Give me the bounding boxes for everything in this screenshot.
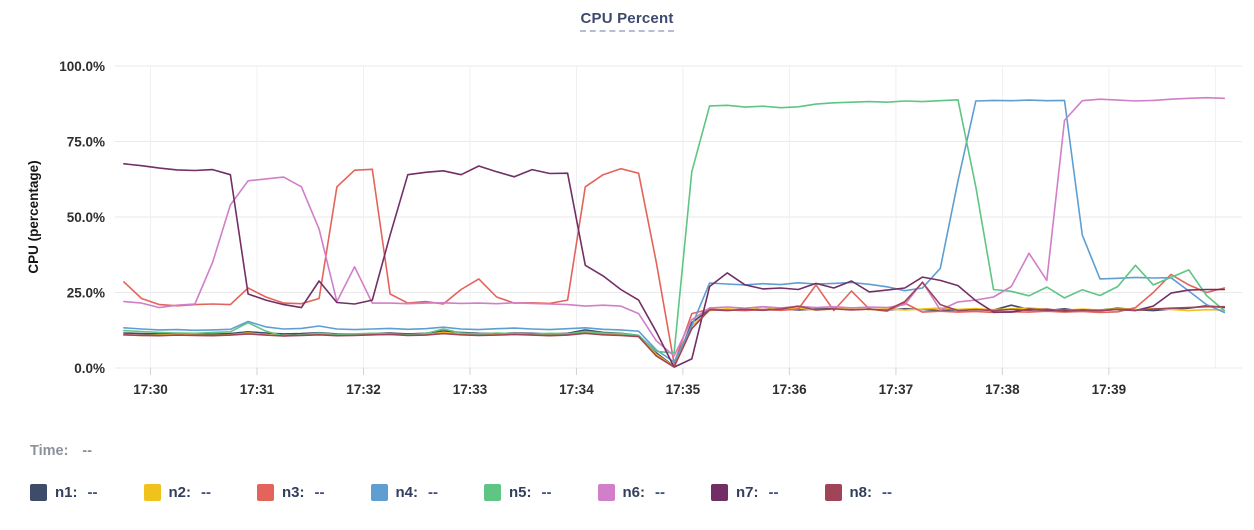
x-tick-label: 17:32 (346, 382, 381, 397)
legend-item-n1[interactable]: n1: -- (30, 484, 98, 501)
legend-value-n2: -- (201, 484, 211, 501)
legend-label-n5: n5: (509, 484, 532, 501)
legend-value-n3: -- (314, 484, 325, 501)
x-tick-label: 17:34 (559, 382, 594, 397)
legend-color-swatch-n4 (370, 484, 388, 501)
legend-label-n6: n6: (622, 484, 646, 501)
series-line-n5 (123, 99, 1226, 354)
series-line-n6 (123, 96, 1226, 357)
legend-color-swatch-n3 (257, 484, 274, 501)
legend-item-n4[interactable]: n4: -- (370, 484, 438, 501)
legend-color-swatch-n6 (597, 484, 615, 501)
legend-item-n6[interactable]: n6: -- (597, 484, 665, 501)
legend-label-n3: n3: (282, 484, 305, 501)
series-legend: n1: -- n2: -- n3: -- n4: -- n5: -- n6: -- n7: -- n8: -- (30, 484, 938, 501)
legend-label-n8: n8: (849, 484, 873, 501)
y-tick-label: 75.0% (67, 135, 105, 150)
legend-value-n7: -- (768, 484, 779, 501)
legend-item-n3[interactable]: n3: -- (257, 484, 325, 501)
legend-item-n7[interactable]: n7: -- (711, 484, 779, 501)
x-tick-label: 17:38 (985, 382, 1020, 397)
chart-title: CPU Percent (0, 10, 1254, 32)
y-tick-label: 50.0% (67, 210, 105, 225)
legend-color-swatch-n2 (143, 484, 161, 501)
legend-label-n1: n1: (55, 484, 78, 501)
cpu-percent-chart[interactable]: 0.0% 25.0% 50.0% 75.0% 100.0% 17:30 17:31 17:32… (0, 40, 1254, 430)
legend-color-swatch-n1 (30, 484, 47, 501)
series-line-n2 (123, 305, 1226, 368)
legend-color-swatch-n7 (711, 484, 728, 501)
legend-item-n5[interactable]: n5: -- (484, 484, 552, 501)
y-axis-title: CPU (percentage) (26, 160, 41, 273)
legend-value-n8: -- (882, 484, 892, 501)
legend-color-swatch-n8 (824, 484, 842, 501)
time-label: Time: (30, 443, 69, 459)
series-line-n3 (123, 167, 1226, 365)
legend-item-n8[interactable]: n8: -- (824, 484, 892, 501)
x-tick-label: 17:37 (879, 382, 914, 397)
x-tick-label: 17:30 (133, 382, 168, 397)
legend-value-n6: -- (655, 484, 665, 501)
hover-time-row: Time: -- (30, 443, 92, 459)
legend-color-swatch-n5 (484, 484, 501, 501)
chart-title-text[interactable]: CPU Percent (580, 10, 674, 32)
x-tick-label: 17:36 (772, 382, 807, 397)
y-tick-label: 25.0% (67, 286, 105, 301)
y-tick-label: 0.0% (74, 361, 105, 376)
legend-label-n4: n4: (395, 484, 419, 501)
legend-label-n2: n2: (168, 484, 192, 501)
legend-item-n2[interactable]: n2: -- (143, 484, 211, 501)
legend-value-n1: -- (87, 484, 98, 501)
x-tick-label: 17:33 (453, 382, 488, 397)
y-tick-label: 100.0% (59, 59, 105, 74)
time-value: -- (82, 443, 93, 459)
series-line-n4 (123, 99, 1226, 363)
series-line-n8 (123, 281, 1226, 368)
x-tick-label: 17:31 (240, 382, 275, 397)
x-tick-label: 17:39 (1092, 382, 1127, 397)
legend-value-n4: -- (428, 484, 438, 501)
legend-label-n7: n7: (736, 484, 759, 501)
legend-value-n5: -- (541, 484, 552, 501)
x-tick-label: 17:35 (666, 382, 701, 397)
